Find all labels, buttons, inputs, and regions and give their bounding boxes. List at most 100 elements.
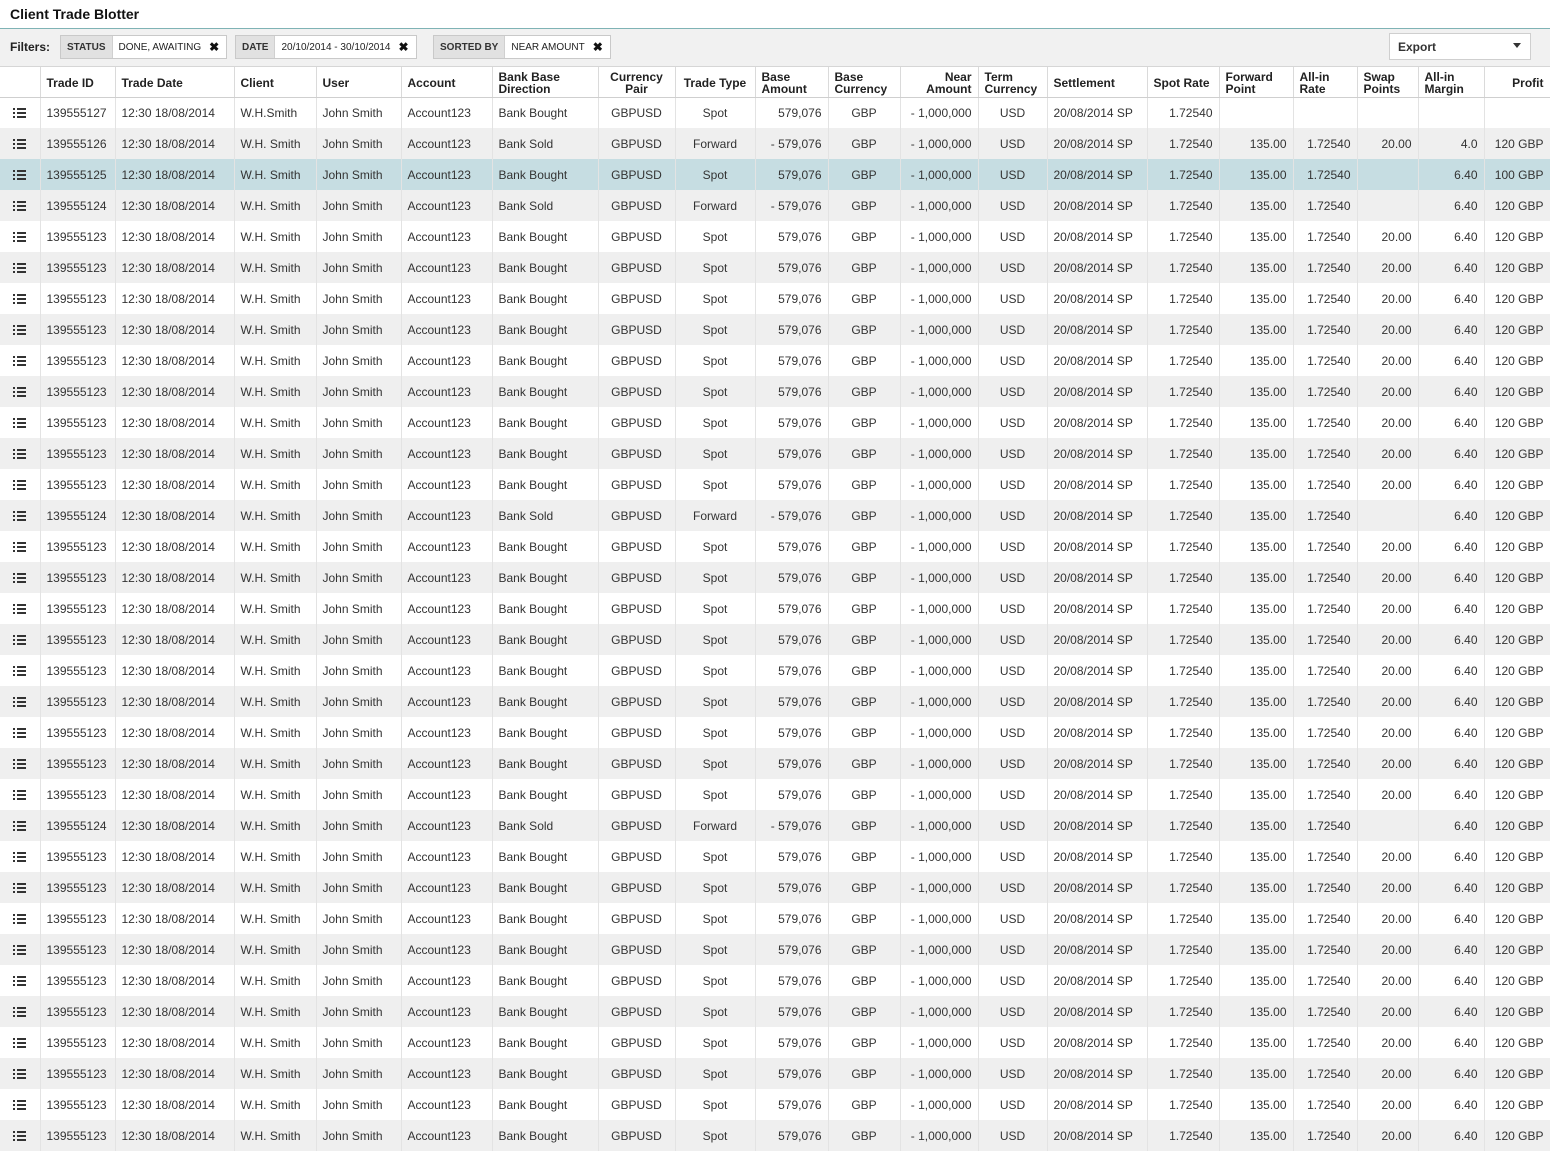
list-icon[interactable]	[13, 293, 27, 305]
column-header-base-ccy[interactable]: Base Currency	[828, 67, 901, 98]
column-header-trade-id[interactable]: Trade ID	[40, 67, 116, 98]
row-menu-cell[interactable]	[0, 934, 41, 965]
table-row[interactable]: 139555126 12:30 18/08/2014 W.H. Smith John …	[0, 128, 1550, 159]
row-menu-cell[interactable]	[0, 531, 41, 562]
table-row[interactable]: 139555123 12:30 18/08/2014 W.H. Smith John …	[0, 748, 1550, 779]
table-row[interactable]: 139555123 12:30 18/08/2014 W.H. Smith John …	[0, 996, 1550, 1027]
filter-chip-sorted-by[interactable]: SORTED BY NEAR AMOUNT ✖	[433, 35, 611, 59]
list-icon[interactable]	[13, 913, 27, 925]
column-header-type[interactable]: Trade Type	[675, 67, 756, 98]
list-icon[interactable]	[13, 262, 27, 274]
table-row[interactable]: 139555127 12:30 18/08/2014 W.H.Smith John S…	[0, 97, 1550, 128]
row-menu-cell[interactable]	[0, 438, 41, 469]
column-header-base-amount[interactable]: Base Amount	[755, 67, 829, 98]
row-menu-cell[interactable]	[0, 593, 41, 624]
row-menu-cell[interactable]	[0, 345, 41, 376]
table-row[interactable]: 139555123 12:30 18/08/2014 W.H. Smith John …	[0, 252, 1550, 283]
column-header-swap-points[interactable]: Swap Points	[1357, 67, 1419, 98]
row-menu-cell[interactable]	[0, 500, 41, 531]
list-icon[interactable]	[13, 789, 27, 801]
row-menu-cell[interactable]	[0, 97, 41, 128]
table-row[interactable]: 139555123 12:30 18/08/2014 W.H. Smith John …	[0, 562, 1550, 593]
row-menu-cell[interactable]	[0, 221, 41, 252]
table-row[interactable]: 139555123 12:30 18/08/2014 W.H. Smith John …	[0, 345, 1550, 376]
list-icon[interactable]	[13, 696, 27, 708]
row-menu-cell[interactable]	[0, 996, 41, 1027]
table-row[interactable]: 139555123 12:30 18/08/2014 W.H. Smith John …	[0, 221, 1550, 252]
list-icon[interactable]	[13, 944, 27, 956]
table-row[interactable]: 139555123 12:30 18/08/2014 W.H. Smith John …	[0, 934, 1550, 965]
table-row[interactable]: 139555123 12:30 18/08/2014 W.H. Smith John …	[0, 841, 1550, 872]
table-row[interactable]: 139555123 12:30 18/08/2014 W.H. Smith John …	[0, 376, 1550, 407]
list-icon[interactable]	[13, 510, 27, 522]
list-icon[interactable]	[13, 108, 27, 119]
row-menu-cell[interactable]	[0, 779, 41, 810]
column-header-client[interactable]: Client	[234, 67, 317, 98]
column-header-allin-margin[interactable]: All-in Margin	[1418, 67, 1485, 98]
row-menu-cell[interactable]	[0, 624, 41, 655]
table-row[interactable]: 139555123 12:30 18/08/2014 W.H. Smith John …	[0, 903, 1550, 934]
list-icon[interactable]	[13, 727, 27, 739]
table-row[interactable]: 139555123 12:30 18/08/2014 W.H. Smith John …	[0, 438, 1550, 469]
list-icon[interactable]	[13, 1099, 27, 1111]
row-menu-cell[interactable]	[0, 252, 41, 283]
table-row[interactable]: 139555123 12:30 18/08/2014 W.H. Smith John …	[0, 624, 1550, 655]
table-row[interactable]: 139555123 12:30 18/08/2014 W.H. Smith John …	[0, 469, 1550, 500]
filter-chip-status[interactable]: STATUS DONE, AWAITING ✖	[60, 35, 228, 59]
column-header-user[interactable]: User	[316, 67, 402, 98]
table-row[interactable]: 139555123 12:30 18/08/2014 W.H. Smith John …	[0, 655, 1550, 686]
row-menu-cell[interactable]	[0, 469, 41, 500]
table-row[interactable]: 139555123 12:30 18/08/2014 W.H. Smith John …	[0, 283, 1550, 314]
table-row[interactable]: 139555123 12:30 18/08/2014 W.H. Smith John …	[0, 872, 1550, 903]
row-menu-cell[interactable]	[0, 1058, 41, 1089]
list-icon[interactable]	[13, 200, 27, 212]
row-menu-cell[interactable]	[0, 686, 41, 717]
row-menu-cell[interactable]	[0, 1089, 41, 1120]
close-icon[interactable]: ✖	[209, 40, 220, 54]
row-menu-cell[interactable]	[0, 314, 41, 345]
list-icon[interactable]	[13, 448, 27, 460]
column-header-trade-date[interactable]: Trade Date	[115, 67, 235, 98]
list-icon[interactable]	[13, 355, 27, 367]
row-menu-cell[interactable]	[0, 717, 41, 748]
table-row[interactable]: 139555123 12:30 18/08/2014 W.H. Smith John …	[0, 779, 1550, 810]
table-row[interactable]: 139555123 12:30 18/08/2014 W.H. Smith John …	[0, 593, 1550, 624]
list-icon[interactable]	[13, 138, 27, 150]
list-icon[interactable]	[13, 169, 27, 181]
list-icon[interactable]	[13, 417, 27, 429]
row-menu-cell[interactable]	[0, 965, 41, 996]
list-icon[interactable]	[13, 975, 27, 987]
list-icon[interactable]	[13, 1037, 27, 1049]
table-row[interactable]: 139555123 12:30 18/08/2014 W.H. Smith John …	[0, 407, 1550, 438]
row-menu-cell[interactable]	[0, 903, 41, 934]
table-row[interactable]: 139555124 12:30 18/08/2014 W.H. Smith John …	[0, 810, 1550, 841]
list-icon[interactable]	[13, 479, 27, 491]
list-icon[interactable]	[13, 1130, 27, 1142]
row-menu-cell[interactable]	[0, 748, 41, 779]
list-icon[interactable]	[13, 386, 27, 398]
table-row[interactable]: 139555124 12:30 18/08/2014 W.H. Smith John …	[0, 500, 1550, 531]
column-header-account[interactable]: Account	[401, 67, 493, 98]
list-icon[interactable]	[13, 603, 27, 615]
list-icon[interactable]	[13, 572, 27, 584]
list-icon[interactable]	[13, 758, 27, 770]
column-header-menu[interactable]	[0, 67, 41, 98]
filter-chip-date[interactable]: DATE 20/10/2014 - 30/10/2014 ✖	[235, 35, 417, 59]
table-row[interactable]: 139555123 12:30 18/08/2014 W.H. Smith John …	[0, 965, 1550, 996]
list-icon[interactable]	[13, 665, 27, 677]
row-menu-cell[interactable]	[0, 1120, 41, 1151]
table-row[interactable]: 139555124 12:30 18/08/2014 W.H. Smith John …	[0, 190, 1550, 221]
row-menu-cell[interactable]	[0, 562, 41, 593]
row-menu-cell[interactable]	[0, 190, 41, 221]
column-header-settlement[interactable]: Settlement	[1047, 67, 1148, 98]
table-row[interactable]: 139555123 12:30 18/08/2014 W.H. Smith John …	[0, 717, 1550, 748]
table-row[interactable]: 139555123 12:30 18/08/2014 W.H. Smith John …	[0, 1089, 1550, 1120]
list-icon[interactable]	[13, 634, 27, 646]
column-header-term-ccy[interactable]: Term Currency	[978, 67, 1048, 98]
table-row[interactable]: 139555123 12:30 18/08/2014 W.H. Smith John …	[0, 531, 1550, 562]
column-header-allin-rate[interactable]: All-in Rate	[1293, 67, 1358, 98]
table-row[interactable]: 139555123 12:30 18/08/2014 W.H. Smith John …	[0, 686, 1550, 717]
row-menu-cell[interactable]	[0, 872, 41, 903]
list-icon[interactable]	[13, 1068, 27, 1080]
row-menu-cell[interactable]	[0, 376, 41, 407]
